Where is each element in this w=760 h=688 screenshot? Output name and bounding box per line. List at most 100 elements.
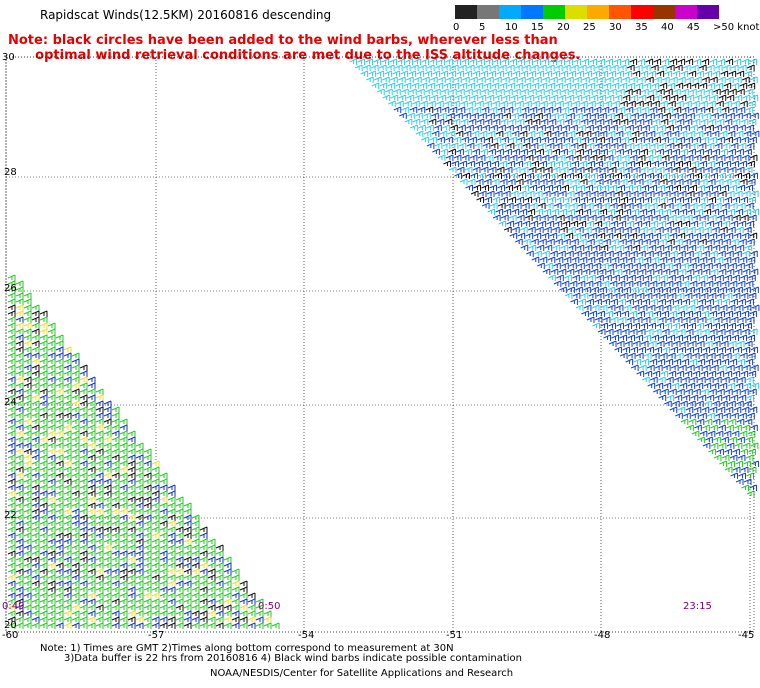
wind-barb (531, 160, 539, 167)
wind-barb (127, 496, 136, 503)
wind-barb (737, 454, 746, 461)
wind-barb (87, 508, 96, 515)
wind-barb (127, 544, 136, 551)
wind-barb (627, 256, 636, 263)
wind-barb (127, 478, 136, 485)
wind-barb (721, 358, 730, 365)
wind-barb (647, 130, 656, 137)
wind-barb (7, 490, 16, 497)
wind-barb (519, 130, 528, 137)
wind-barb (595, 178, 604, 185)
wind-barb (55, 352, 64, 359)
wind-barb (55, 586, 64, 593)
wind-barb (450, 124, 458, 131)
wind-barb (677, 58, 686, 65)
wind-barb (577, 106, 586, 113)
wind-barb (440, 70, 449, 77)
wind-barb (726, 442, 735, 449)
wind-barb (690, 142, 699, 149)
wind-barb (151, 532, 160, 539)
wind-barb (585, 202, 594, 209)
wind-barb (7, 328, 16, 335)
wind-barb (728, 166, 737, 173)
wind-barb (743, 286, 751, 293)
wind-barb (735, 286, 743, 293)
wind-barb (691, 334, 700, 341)
wind-barb (689, 106, 698, 113)
wind-barb (570, 298, 578, 305)
wind-barb (690, 298, 698, 305)
wind-barb (520, 244, 529, 251)
wind-barb (632, 244, 641, 251)
wind-barb (650, 124, 658, 131)
wind-barb (15, 502, 24, 509)
wind-barb (711, 304, 720, 311)
wind-barb (167, 496, 176, 503)
wind-barb (537, 202, 546, 209)
wind-barb (143, 604, 152, 611)
wind-barb (103, 520, 112, 527)
wind-barb (712, 148, 720, 155)
wind-barb (655, 130, 664, 137)
wind-barb (630, 172, 638, 179)
wind-barb (687, 130, 696, 137)
wind-barb (635, 334, 644, 341)
wind-barb (563, 238, 571, 245)
wind-barb (494, 94, 503, 101)
wind-barb (103, 424, 112, 431)
wind-barb (119, 484, 128, 491)
wind-barb (597, 154, 606, 161)
wind-barb (612, 274, 620, 281)
wind-barb (496, 148, 504, 155)
wind-barb (411, 82, 420, 89)
wind-barb (572, 292, 581, 299)
wind-barb (739, 178, 748, 185)
wind-barb (521, 202, 530, 209)
wind-barb (31, 418, 40, 425)
wind-barb (633, 106, 642, 113)
wind-barb (642, 124, 650, 131)
wind-barb (702, 268, 711, 275)
lon-label-57: -57 (148, 630, 165, 641)
wind-barb (511, 208, 520, 215)
wind-barb (111, 574, 120, 581)
wind-barb (693, 58, 702, 65)
wind-barb (695, 286, 703, 293)
wind-barb (521, 106, 530, 113)
wind-barb (621, 154, 630, 161)
wind-barb (630, 250, 638, 257)
wind-barb (23, 334, 32, 341)
wind-barb (677, 136, 685, 143)
wind-barb (79, 532, 88, 539)
wind-barb (23, 394, 32, 401)
wind-barb (707, 430, 716, 437)
wind-barb (692, 196, 701, 203)
wind-barb (718, 364, 727, 371)
wind-barb (727, 208, 736, 215)
wind-barb (728, 244, 737, 251)
wind-barb (728, 70, 737, 77)
wind-barb (588, 214, 597, 221)
wind-barb (421, 136, 429, 143)
wind-barb (665, 280, 674, 287)
wind-barb (79, 466, 88, 473)
wind-barb (143, 454, 152, 461)
wind-barb (649, 202, 658, 209)
wind-barb (637, 136, 645, 143)
wind-barb (410, 124, 418, 131)
wind-barb (31, 340, 40, 347)
wind-barb (570, 64, 579, 71)
wind-barb (653, 388, 661, 395)
wind-barb (725, 136, 733, 143)
wind-barb (717, 76, 726, 83)
wind-barb (554, 220, 563, 227)
wind-barb (742, 442, 751, 449)
wind-barb (746, 316, 755, 323)
wind-barb (728, 418, 737, 425)
wind-barb (504, 148, 512, 155)
wind-barb (31, 604, 40, 611)
wind-barb (635, 178, 644, 185)
wind-barb (47, 388, 56, 395)
wind-barb (103, 406, 112, 413)
wind-barb (609, 202, 618, 209)
